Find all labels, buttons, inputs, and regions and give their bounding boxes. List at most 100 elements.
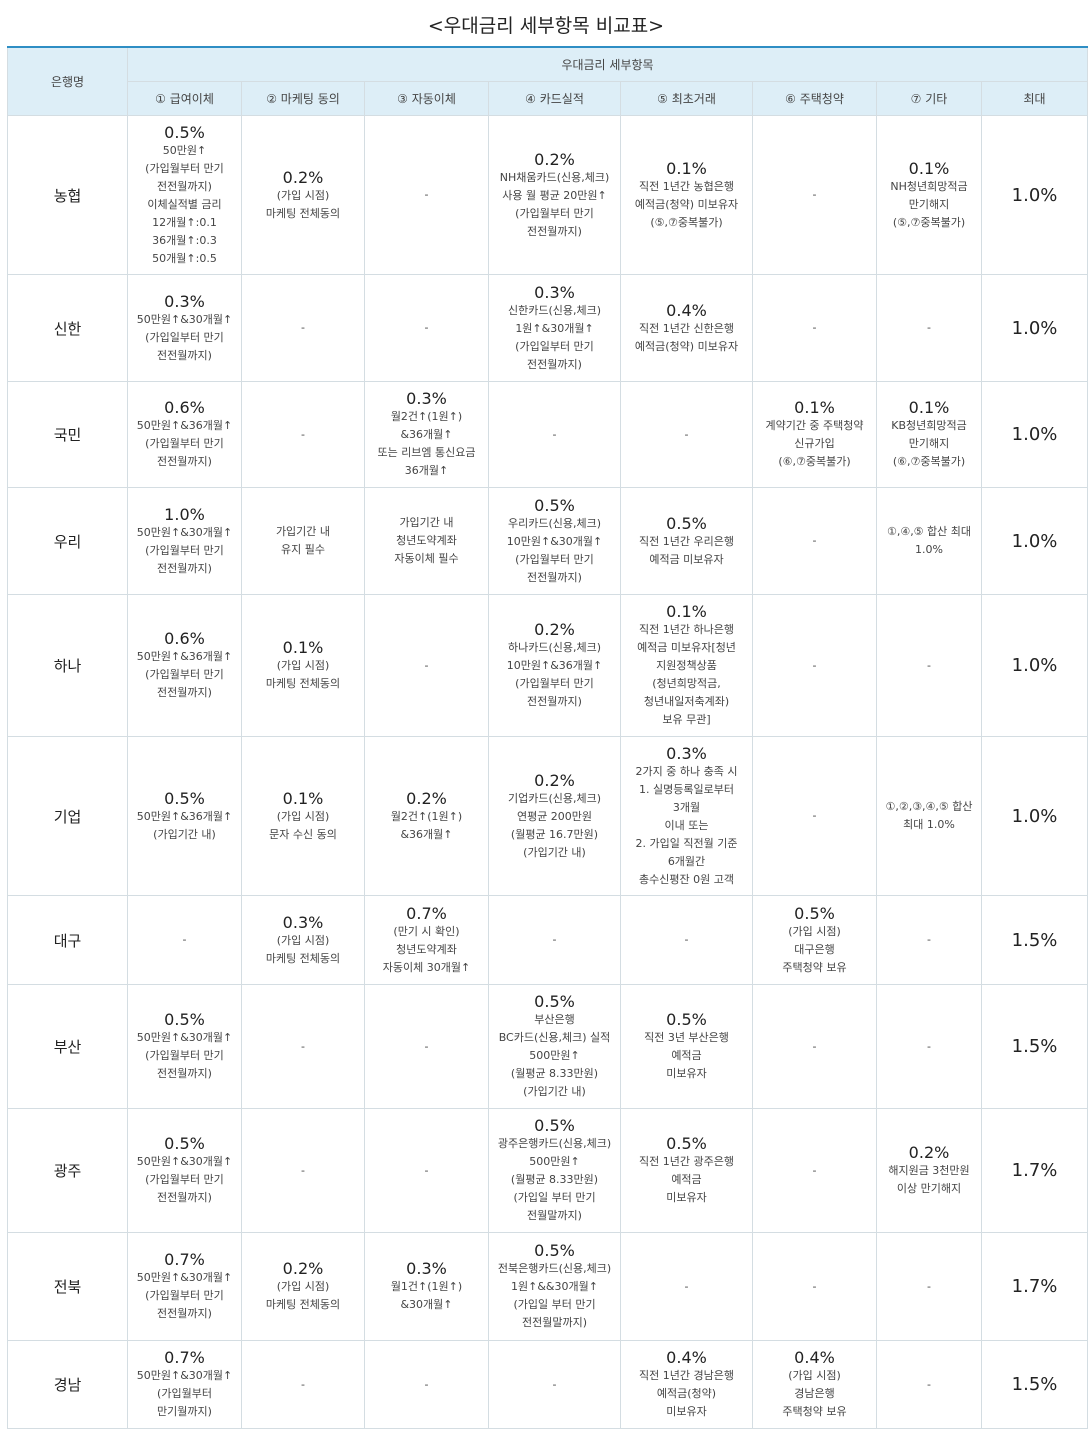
table-row: 우리 1.0% 50만원↑&30개월↑ (가입월부터 만기 전전월까지) 가입기간 내… [7, 487, 1089, 595]
max-rate: 1.0% [980, 274, 1089, 382]
housing-subscription-cell: - [752, 594, 877, 737]
condition-text: (만기 시 확인) 청년도약계좌 자동이체 30개월↑ [382, 924, 471, 974]
condition-text: (가입 시점) 마케팅 전체동의 [265, 188, 341, 220]
header-group: 우대금리 세부항목 [126, 46, 1089, 82]
housing-subscription-cell: - [752, 274, 877, 382]
marketing-consent-cell: 0.2% (가입 시점) 마케팅 전체동의 [241, 115, 365, 275]
auto-transfer-cell: - [364, 594, 489, 737]
condition-text: 50만원↑&30개월↑ (가입월부터 만기 전전월까지) [136, 1271, 233, 1320]
bank-name: 경남 [7, 1340, 128, 1429]
bank-name: 우리 [7, 487, 128, 595]
card-usage-cell: - [488, 381, 621, 488]
not-applicable-dash: - [812, 1279, 817, 1293]
condition-text: (가입 시점) 마케팅 전체동의 [265, 933, 341, 965]
not-applicable-dash: - [552, 1377, 557, 1391]
not-applicable-dash: - [301, 1377, 305, 1391]
housing-subscription-cell: 0.4% (가입 시점) 경남은행 주택청약 보유 [752, 1340, 877, 1429]
first-transaction-cell: 0.5% 직전 3년 부산은행 예적금 미보유자 [620, 984, 753, 1109]
first-transaction-cell: - [620, 895, 753, 985]
auto-transfer-cell: 0.7% (만기 시 확인) 청년도약계좌 자동이체 30개월↑ [364, 895, 489, 985]
not-applicable-dash: - [301, 1039, 305, 1053]
condition-text: 월1건↑(1원↑) &30개월↑ [390, 1280, 463, 1311]
other-cell: - [876, 274, 982, 382]
card-usage-cell: 0.2% 기업카드(신용,체크) 연평균 200만원 (월평균 16.7만원) (… [488, 736, 621, 896]
condition-text: 50만원↑&30개월↑ (가입월부터 만기 전전월까지) [136, 1155, 233, 1204]
not-applicable-dash: - [927, 1377, 931, 1391]
not-applicable-dash: - [552, 427, 557, 441]
rate-value: 0.1% [282, 638, 324, 657]
bank-name: 하나 [7, 594, 128, 737]
first-transaction-cell: 0.5% 직전 1년간 우리은행 예적금 미보유자 [620, 487, 753, 595]
table-row: 대구 -0.3% (가입 시점) 마케팅 전체동의 0.7% (만기 시 확인) 청년도… [7, 895, 1089, 985]
table-row: 전북 0.7% 50만원↑&30개월↑ (가입월부터 만기 전전월까지) 0.2% (가… [7, 1232, 1089, 1341]
marketing-consent-cell: 0.3% (가입 시점) 마케팅 전체동의 [241, 895, 365, 985]
auto-transfer-cell: 0.2% 월2건↑(1원↑) &36개월↑ [364, 736, 489, 896]
header-auto-transfer: ③ 자동이체 [364, 81, 489, 116]
rate-value: 0.1% [282, 788, 324, 808]
condition-text: 50만원↑&36개월↑ (가입월부터 만기 전전월까지) [136, 650, 233, 699]
not-applicable-dash: - [424, 1163, 429, 1177]
max-rate: 1.0% [980, 381, 1089, 488]
first-transaction-cell: 0.3% 2가지 중 하나 충족 시 1. 실명등록일로부터 3개월 이내 또는 … [620, 736, 753, 896]
not-applicable-dash: - [684, 427, 689, 441]
table-row: 농협 0.5% 50만원↑ (가입월부터 만기 전전월까지) 이체실적별 금리 12… [7, 115, 1089, 275]
table-row: 기업 0.5% 50만원↑&36개월↑ (가입기간 내) 0.1% (가입 시점) 문자… [7, 736, 1089, 896]
max-rate: 1.0% [980, 594, 1089, 737]
condition-text: 신한카드(신용,체크) 1원↑&30개월↑ (가입일부터 만기 전전월까지) [507, 303, 602, 371]
max-rate: 1.0% [980, 115, 1089, 275]
rate-value: 0.3% [406, 1259, 447, 1278]
bank-name: 광주 [7, 1108, 128, 1233]
rate-value: 0.3% [406, 389, 447, 408]
not-applicable-dash: - [301, 427, 305, 441]
other-cell: 0.2% 해지원금 3천만원 이상 만기해지 [876, 1108, 982, 1233]
housing-subscription-cell: - [752, 115, 877, 275]
not-applicable-dash: - [424, 658, 429, 672]
rate-value: 0.5% [164, 122, 205, 142]
condition-text: 50만원↑&36개월↑ (가입월부터 만기 전전월까지) [136, 419, 233, 468]
condition-text: 직전 1년간 농협은행 예적금(청약) 미보유자 (⑤,⑦중복불가) [634, 179, 739, 229]
rate-value: 0.2% [534, 149, 575, 169]
bank-name: 전북 [7, 1232, 128, 1341]
not-applicable-dash: - [684, 933, 689, 946]
salary-transfer-cell: 1.0% 50만원↑&30개월↑ (가입월부터 만기 전전월까지) [127, 487, 242, 595]
not-applicable-dash: - [927, 1039, 931, 1053]
condition-text: 50만원↑ (가입월부터 만기 전전월까지) 이체실적별 금리 12개월↑:0.… [145, 143, 224, 265]
not-applicable-dash: - [812, 809, 817, 822]
other-cell: - [876, 594, 982, 737]
other-cell: - [876, 984, 982, 1109]
housing-subscription-cell: - [752, 984, 877, 1109]
not-applicable-dash: - [927, 933, 931, 946]
card-usage-cell: 0.5% 광주은행카드(신용,체크) 500만원↑ (월평균 8.33만원) (가… [488, 1108, 621, 1233]
marketing-consent-cell: - [241, 274, 365, 382]
first-transaction-cell: 0.1% 직전 1년간 하나은행 예적금 미보유자[청년 지원정책상품 (청년희망… [620, 594, 753, 737]
max-rate: 1.7% [980, 1232, 1089, 1341]
first-transaction-cell: 0.4% 직전 1년간 경남은행 예적금(청약) 미보유자 [620, 1340, 753, 1429]
rate-value: 0.5% [534, 495, 575, 515]
condition-text: 전북은행카드(신용,체크) 1원↑&&30개월↑ (가입일 부터 만기 전전월말… [497, 1262, 612, 1329]
condition-text: 부산은행 BC카드(신용,체크) 실적 500만원↑ (월평균 8.33만원) … [498, 1013, 611, 1098]
first-transaction-cell: 0.5% 직전 1년간 광주은행 예적금 미보유자 [620, 1108, 753, 1233]
condition-text: 50만원↑&36개월↑ (가입기간 내) [136, 809, 233, 841]
not-applicable-dash: - [182, 933, 187, 946]
housing-subscription-cell: - [752, 487, 877, 595]
condition-text: ①,④,⑤ 합산 최대 1.0% [886, 525, 972, 556]
other-cell: - [876, 895, 982, 985]
max-rate: 1.0% [980, 736, 1089, 896]
rate-value: 0.3% [164, 291, 205, 311]
header-other: ⑦ 기타 [876, 81, 982, 116]
rate-value: 0.1% [908, 398, 950, 417]
condition-text: 가입기간 내 청년도약계좌 자동이체 필수 [394, 516, 459, 565]
not-applicable-dash: - [927, 321, 931, 334]
card-usage-cell: - [488, 1340, 621, 1429]
table-row: 신한 0.3% 50만원↑&30개월↑ (가입일부터 만기 전전월까지) - -0.3%… [7, 274, 1089, 382]
table-row: 국민 0.6% 50만원↑&36개월↑ (가입월부터 만기 전전월까지) - 0.3% 월… [7, 381, 1089, 488]
auto-transfer-cell: - [364, 274, 489, 382]
rate-value: 0.2% [282, 167, 324, 187]
condition-text: 월2건↑(1원↑) &36개월↑ 또는 리브엠 통신요금 36개월↑ [377, 410, 476, 477]
salary-transfer-cell: 0.5% 50만원↑&30개월↑ (가입월부터 만기 전전월까지) [127, 984, 242, 1109]
header-marketing-consent: ② 마케팅 동의 [241, 81, 365, 116]
not-applicable-dash: - [684, 1279, 689, 1293]
salary-transfer-cell: 0.7% 50만원↑&30개월↑ (가입월부터 만기 전전월까지) [127, 1232, 242, 1341]
rate-value: 0.2% [908, 1143, 950, 1162]
rate-value: 0.1% [666, 158, 707, 178]
